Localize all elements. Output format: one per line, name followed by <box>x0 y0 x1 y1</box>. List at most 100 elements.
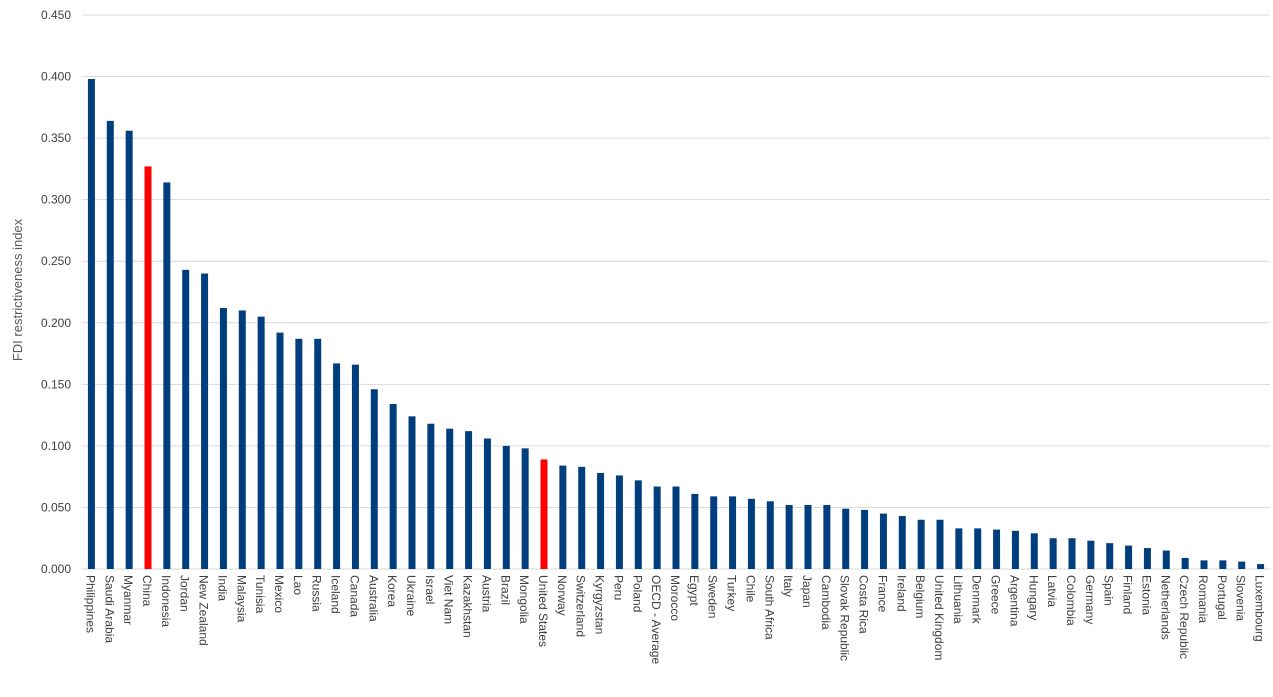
bar-netherlands <box>1162 550 1170 569</box>
x-tick-label: United States <box>536 575 550 647</box>
y-tick-label: 0.050 <box>41 500 71 514</box>
y-tick-label: 0.000 <box>41 562 71 576</box>
y-tick-label: 0.300 <box>41 193 71 207</box>
x-tick-label: Japan <box>800 575 814 608</box>
x-tick-label: Russia <box>310 575 324 612</box>
bar-sweden <box>710 496 718 569</box>
x-tick-label: Greece <box>989 575 1003 615</box>
bar-united-states <box>540 459 548 569</box>
bar-morocco <box>672 486 680 569</box>
x-tick-label: Switzerland <box>574 575 588 637</box>
bar-greece <box>993 529 1001 569</box>
bar-romania <box>1200 560 1208 569</box>
bar-turkey <box>729 496 737 569</box>
bar-mexico <box>276 332 284 569</box>
bar-slovak-republic <box>842 508 850 569</box>
bar-chile <box>747 498 755 569</box>
x-tick-label: Norway <box>555 575 569 616</box>
x-tick-label: Argentina <box>1007 575 1021 627</box>
x-tick-label: Mongolia <box>517 575 531 624</box>
bar-switzerland <box>578 466 586 569</box>
x-tick-label: Slovenia <box>1234 575 1248 621</box>
x-tick-label: Cambodia <box>819 575 833 630</box>
bar-brazil <box>502 445 510 569</box>
bar-lithuania <box>955 528 963 569</box>
x-tick-label: Italy <box>781 575 795 597</box>
x-tick-label: France <box>875 575 889 613</box>
x-tick-label: Hungary <box>1026 575 1040 620</box>
bar-latvia <box>1049 538 1057 569</box>
x-tick-label: Lithuania <box>951 575 965 624</box>
x-tick-label: Philippines <box>83 575 97 633</box>
x-tick-label: Lao <box>291 575 305 595</box>
bar-korea <box>389 404 397 569</box>
x-tick-label: Chile <box>743 575 757 603</box>
bar-kazakhstan <box>465 431 473 569</box>
bar-canada <box>351 364 359 569</box>
x-tick-label: Spain <box>1102 575 1116 606</box>
x-tick-label: Iceland <box>329 575 343 614</box>
x-tick-label: Costa Rica <box>857 575 871 634</box>
x-tick-label: Korea <box>385 575 399 607</box>
bar-mongolia <box>521 448 529 569</box>
bar-poland <box>634 480 642 569</box>
y-axis-ticks: 0.000 0.050 0.100 0.150 0.200 0.250 0.300 0.350… <box>41 8 71 576</box>
x-tick-label: Finland <box>1121 575 1135 614</box>
x-tick-label: New Zealand <box>197 575 211 646</box>
bar-russia <box>314 338 322 569</box>
bar-oecd-average <box>653 486 661 569</box>
x-tick-label: Peru <box>611 575 625 600</box>
y-tick-label: 0.400 <box>41 70 71 84</box>
bar-kyrgyzstan <box>597 472 605 569</box>
x-tick-label: Belgium <box>913 575 927 618</box>
bar-spain <box>1106 543 1114 569</box>
x-tick-label: Estonia <box>1139 575 1153 615</box>
x-tick-label: Australia <box>366 575 380 622</box>
bar-australia <box>370 389 378 569</box>
bar-united-kingdom <box>936 519 944 569</box>
x-tick-label: Indonesia <box>159 575 173 627</box>
x-tick-label: Austria <box>479 575 493 613</box>
bar-south-africa <box>766 501 774 569</box>
x-tick-label: India <box>215 575 229 601</box>
bar-ukraine <box>408 416 416 569</box>
bar-cambodia <box>823 504 831 569</box>
x-tick-label: Tunisia <box>253 575 267 614</box>
bar-viet-nam <box>446 428 454 569</box>
bar-czech-republic <box>1181 557 1189 569</box>
x-tick-label: United Kingdom <box>932 575 946 660</box>
x-axis-labels: Philippines Saudi Arabia Myanmar China Indon… <box>83 575 1266 664</box>
y-tick-label: 0.250 <box>41 254 71 268</box>
x-tick-label: Germany <box>1083 575 1097 624</box>
x-tick-label: Morocco <box>668 575 682 621</box>
y-axis-title: FDI restrictiveness index <box>10 218 25 361</box>
bar-italy <box>785 504 793 569</box>
x-tick-label: OECD - Average <box>649 575 663 664</box>
bar-china <box>144 166 152 569</box>
x-tick-label: South Africa <box>762 575 776 640</box>
bar-finland <box>1125 545 1133 569</box>
x-tick-label: Canada <box>347 575 361 617</box>
x-tick-label: Myanmar <box>121 575 135 625</box>
x-tick-label: Latvia <box>1045 575 1059 607</box>
bar-egypt <box>691 493 699 569</box>
x-tick-label: Jordan <box>178 575 192 612</box>
x-tick-label: Denmark <box>970 575 984 625</box>
bar-austria <box>483 438 491 569</box>
x-tick-label: Slovak Republic <box>838 575 852 661</box>
bar-philippines <box>87 79 95 570</box>
bars <box>87 79 1265 570</box>
x-tick-label: Ukraine <box>404 575 418 617</box>
y-tick-label: 0.350 <box>41 131 71 145</box>
x-tick-label: Portugal <box>1215 575 1229 620</box>
x-tick-label: Poland <box>630 575 644 612</box>
bar-myanmar <box>125 130 133 570</box>
y-tick-label: 0.200 <box>41 316 71 330</box>
x-tick-label: Egypt <box>687 575 701 606</box>
x-tick-label: Saudi Arabia <box>102 575 116 643</box>
y-tick-label: 0.150 <box>41 377 71 391</box>
bar-iceland <box>333 363 341 569</box>
bar-estonia <box>1143 548 1151 569</box>
y-tick-label: 0.450 <box>41 8 71 22</box>
